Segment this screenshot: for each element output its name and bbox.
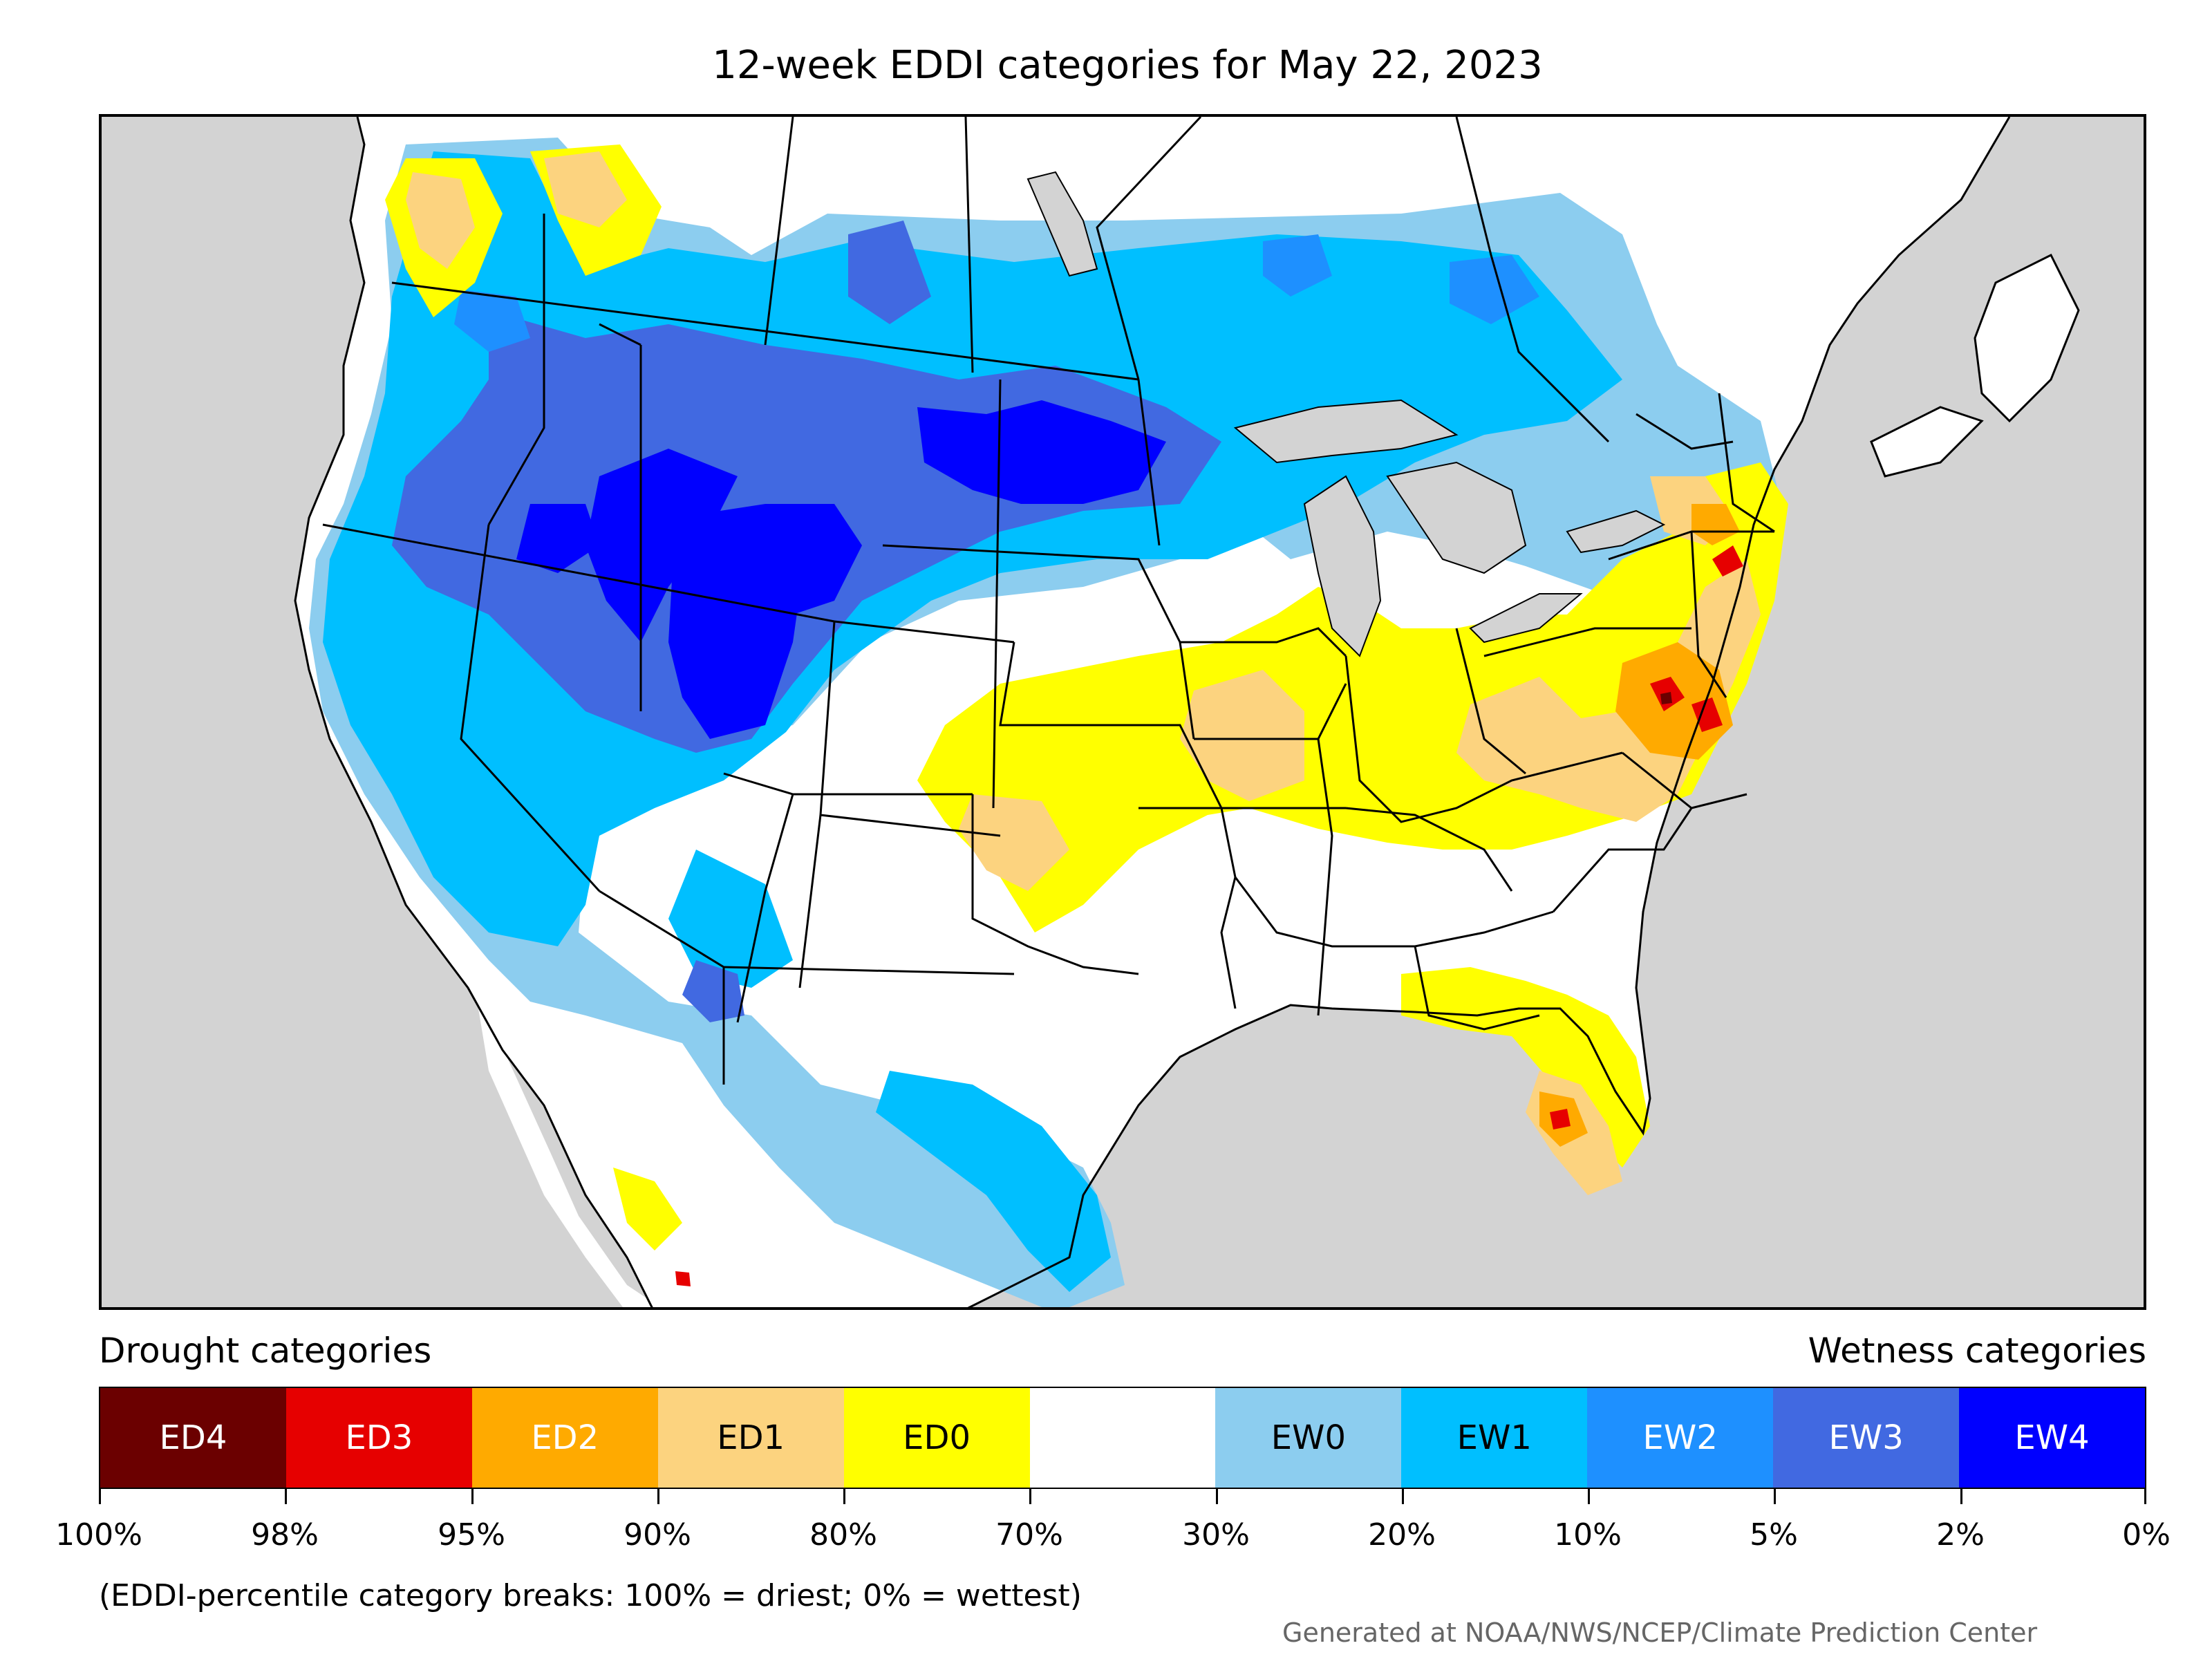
colorbar-tick xyxy=(843,1489,845,1504)
drought-ed4-areas xyxy=(1660,692,1672,704)
wetness-categories-heading: Wetness categories xyxy=(1808,1331,2146,1371)
eddi-map xyxy=(99,114,2146,1310)
category-colorbar: ED4 ED3 ED2 ED1 ED0 EW0 EW1 EW2 EW3 EW4 xyxy=(99,1387,2146,1489)
colorbar-ticks xyxy=(99,1489,2146,1506)
wet-ew4-areas xyxy=(516,400,1166,739)
colorbar-cell-ed2: ED2 xyxy=(471,1388,658,1488)
colorbar-cell-ed1: ED1 xyxy=(657,1388,844,1488)
colorbar-tick-label: 30% xyxy=(1182,1517,1250,1553)
map-title: 12-week EDDI categories for May 22, 2023 xyxy=(712,43,1543,88)
colorbar-cell-ed4: ED4 xyxy=(100,1388,286,1488)
colorbar-cell-ew1: EW1 xyxy=(1401,1388,1588,1488)
colorbar-cell-ed3: ED3 xyxy=(285,1388,472,1488)
state-borders xyxy=(322,214,1775,1085)
colorbar-tick xyxy=(285,1489,287,1504)
colorbar-cell-normal xyxy=(1029,1388,1216,1488)
colorbar-tick-label: 100% xyxy=(55,1517,142,1553)
colorbar-tick xyxy=(2144,1489,2146,1504)
drought-categories-heading: Drought categories xyxy=(99,1331,432,1371)
lake-winnipeg xyxy=(1027,171,1098,277)
colorbar-tick xyxy=(1216,1489,1218,1504)
colorbar-cell-ew3: EW3 xyxy=(1773,1388,1960,1488)
colorbar-tick xyxy=(1402,1489,1404,1504)
colorbar-tick-label: 70% xyxy=(995,1517,1063,1553)
credit-line: Generated at NOAA/NWS/NCEP/Climate Predi… xyxy=(1282,1618,2038,1648)
category-breaks-note: (EDDI-percentile category breaks: 100% =… xyxy=(99,1578,1082,1613)
colorbar-tick-label: 80% xyxy=(809,1517,877,1553)
island-nova-scotia xyxy=(1870,406,1984,478)
wet-ew2-areas xyxy=(454,234,1539,352)
colorbar-tick xyxy=(471,1489,474,1504)
colorbar-tick-label: 5% xyxy=(1750,1517,1798,1553)
colorbar-cell-ew4: EW4 xyxy=(1959,1388,2145,1488)
colorbar-tick-label: 90% xyxy=(624,1517,691,1553)
colorbar-cell-ed0: ED0 xyxy=(843,1388,1030,1488)
colorbar-tick-label: 95% xyxy=(438,1517,505,1553)
island-newfoundland xyxy=(1974,253,2080,423)
colorbar-tick xyxy=(1774,1489,1776,1504)
coastline xyxy=(294,117,2011,1307)
colorbar-tick-label: 98% xyxy=(251,1517,319,1553)
colorbar-tick xyxy=(657,1489,659,1504)
map-canvas xyxy=(294,117,2080,1307)
colorbar-cell-ew2: EW2 xyxy=(1587,1388,1774,1488)
colorbar-cell-ew0: EW0 xyxy=(1215,1388,1402,1488)
colorbar-tick xyxy=(1960,1489,1962,1504)
colorbar-tick-label: 20% xyxy=(1368,1517,1436,1553)
colorbar-tick-label: 0% xyxy=(2122,1517,2171,1553)
province-borders xyxy=(599,117,1610,443)
colorbar-tick xyxy=(99,1489,101,1504)
colorbar-tick xyxy=(1588,1489,1590,1504)
colorbar-tick-label: 2% xyxy=(1936,1517,1985,1553)
great-lakes xyxy=(1233,399,1666,657)
colorbar-tick-label: 10% xyxy=(1554,1517,1622,1553)
colorbar-tick xyxy=(1029,1489,1031,1504)
